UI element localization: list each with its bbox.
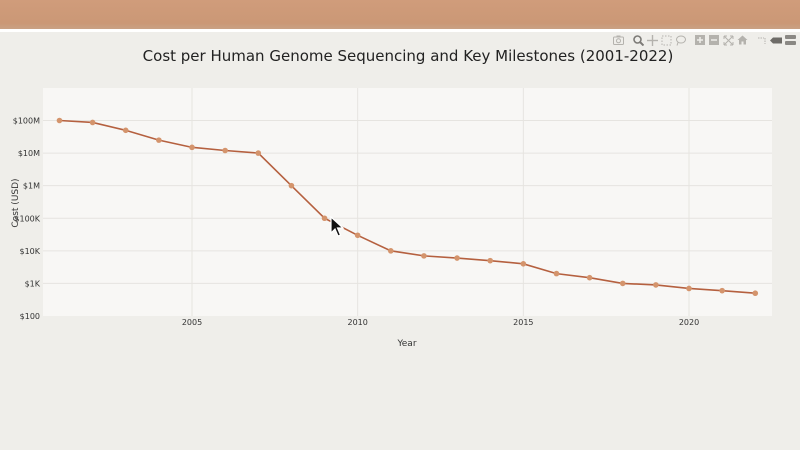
y-tick-label: $10K: [19, 247, 40, 256]
data-point-2020[interactable]: [686, 285, 692, 292]
data-point-2012[interactable]: [421, 253, 427, 259]
pan-icon[interactable]: [646, 34, 658, 46]
mouse-cursor-icon: [330, 216, 344, 237]
chart-title: Cost per Human Genome Sequencing and Key…: [142, 47, 674, 65]
data-point-2001[interactable]: [56, 117, 63, 124]
x-tick-label: 2015: [513, 318, 533, 327]
y-tick-label: $1K: [25, 279, 41, 288]
data-point-2017[interactable]: [586, 274, 593, 281]
y-gridlines: [43, 120, 772, 284]
data-point-2019[interactable]: [653, 282, 659, 288]
zoom-icon[interactable]: [632, 34, 644, 46]
x-tick-label: 2010: [347, 318, 367, 327]
data-point-2018[interactable]: [619, 280, 626, 287]
camera-icon[interactable]: [612, 34, 624, 46]
spike-lines-icon[interactable]: [756, 34, 768, 46]
plot-modebar: [610, 33, 796, 47]
data-point-2006[interactable]: [222, 147, 228, 154]
series-layer: [56, 117, 759, 297]
y-tick-label: $100M: [13, 117, 40, 126]
data-point-2007[interactable]: [255, 150, 262, 156]
y-tick-label: $10M: [18, 149, 40, 158]
zoom-out-icon[interactable]: [708, 34, 720, 46]
lasso-icon[interactable]: [674, 34, 686, 46]
data-point-2014[interactable]: [487, 257, 494, 264]
series-line: [59, 119, 756, 295]
x-tick-label: 2005: [182, 318, 202, 327]
x-tick-label: 2020: [679, 318, 699, 327]
hover-closest-icon[interactable]: [770, 34, 782, 46]
x-tick-labels: 2005 2010 2015 2020: [182, 318, 699, 327]
header-divider: [0, 29, 800, 32]
data-point-2010[interactable]: [354, 232, 361, 239]
autoscale-icon[interactable]: [722, 34, 734, 46]
y-tick-label: $1M: [23, 182, 40, 191]
data-point-2015[interactable]: [520, 260, 527, 267]
hover-compare-icon[interactable]: [784, 34, 796, 46]
data-point-2003[interactable]: [122, 127, 129, 134]
data-point-2021[interactable]: [719, 287, 725, 294]
data-point-2005[interactable]: [189, 144, 195, 151]
data-point-2004[interactable]: [156, 137, 162, 143]
y-tick-label: $100K: [14, 214, 40, 223]
box-select-icon[interactable]: [660, 34, 672, 46]
data-point-2011[interactable]: [388, 248, 394, 254]
app-header-banner: [0, 0, 800, 29]
data-point-2013[interactable]: [454, 255, 460, 261]
data-point-2016[interactable]: [553, 270, 560, 277]
zoom-in-icon[interactable]: [694, 34, 706, 46]
data-point-2002[interactable]: [89, 119, 96, 126]
y-tick-label: $100: [20, 312, 40, 321]
x-axis-title: Year: [396, 339, 416, 349]
data-point-2022[interactable]: [752, 290, 759, 297]
data-point-2008[interactable]: [288, 182, 295, 189]
y-axis-title: Cost (USD): [11, 178, 21, 227]
plot-area[interactable]: [43, 88, 772, 316]
data-point-2009[interactable]: [321, 215, 328, 222]
y-tick-labels: $100 $1K $10K $100K $1M $10M $100M: [13, 117, 41, 322]
home-icon[interactable]: [736, 34, 748, 46]
x-gridlines: [191, 88, 690, 316]
